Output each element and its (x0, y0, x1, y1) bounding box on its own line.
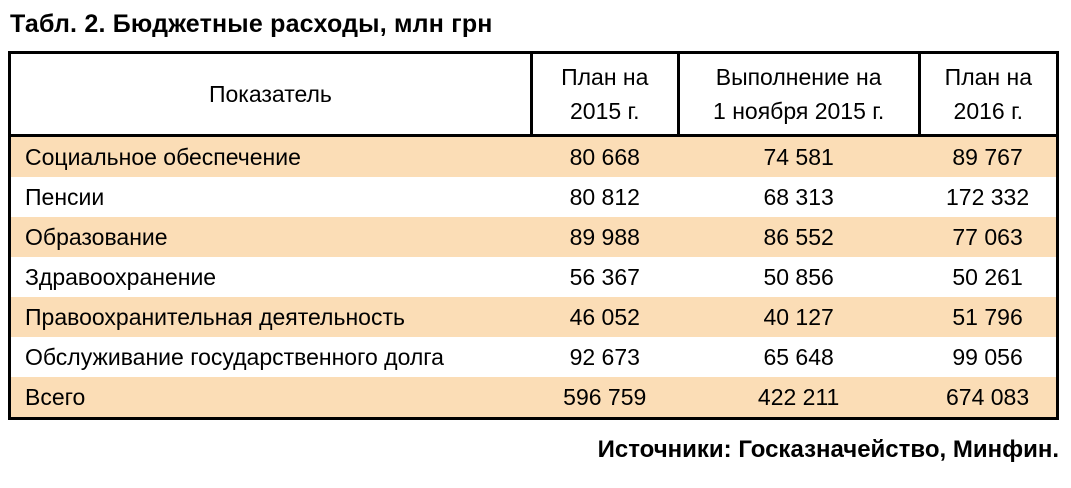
cell-execution: 422 211 (678, 377, 920, 419)
cell-indicator: Образование (9, 217, 532, 257)
column-header-label: 1 ноября 2015 г. (713, 98, 885, 124)
cell-indicator: Социальное обеспечение (9, 135, 532, 177)
cell-execution: 74 581 (678, 135, 920, 177)
cell-plan-2015: 92 673 (569, 343, 640, 370)
cell-plan-2016: 674 083 (919, 377, 1058, 419)
cell-execution: 68 313 (763, 183, 834, 210)
cell-plan-2015: 89 988 (531, 217, 679, 257)
table-row: Социальное обеспечение 80 668 74 581 89 … (9, 135, 1058, 177)
table-row-total: Всего 596 759 422 211 674 083 (9, 377, 1058, 419)
table-row: Здравоохранение 56 367 50 856 50 261 (10, 257, 1058, 297)
table-row: Образование 89 988 86 552 77 063 (9, 217, 1058, 257)
cell-plan-2016: 77 063 (919, 217, 1058, 257)
table-row: Правоохранительная деятельность 46 052 4… (9, 297, 1058, 337)
cell-execution: 40 127 (678, 297, 920, 337)
cell-plan-2015: 56 367 (569, 263, 640, 290)
cell-plan-2015: 46 052 (531, 297, 679, 337)
column-header-indicator: Показатель (9, 52, 532, 137)
cell-plan-2016: 51 796 (919, 297, 1058, 337)
budget-expenses-table: Показатель План на 2015 г. Выполнение на… (8, 51, 1059, 420)
cell-indicator: Правоохранительная деятельность (9, 297, 532, 337)
column-header-label: 2015 г. (569, 98, 640, 124)
cell-indicator: Пенсии (25, 183, 105, 210)
table-title: Табл. 2. Бюджетные расходы, млн грн (10, 10, 493, 38)
cell-plan-2016: 89 767 (919, 135, 1058, 177)
cell-plan-2016: 99 056 (952, 343, 1023, 370)
cell-plan-2015: 80 668 (531, 135, 679, 177)
column-header-execution: Выполнение на 1 ноября 2015 г. (676, 52, 920, 137)
table-row: Пенсии 80 812 68 313 172 332 (10, 177, 1058, 217)
cell-execution: 86 552 (678, 217, 920, 257)
column-header-label: 2016 г. (953, 98, 1024, 124)
sources-note: Источники: Госказначейство, Минфин. (597, 436, 1059, 463)
cell-execution: 50 856 (763, 263, 834, 290)
column-header-label: Выполнение на (715, 63, 882, 90)
column-header-label: Показатель (208, 80, 332, 107)
header-row: Показатель План на 2015 г. Выполнение на… (9, 52, 1058, 137)
cell-indicator: Обслуживание государственного долга (25, 343, 444, 370)
cell-plan-2016: 50 261 (952, 263, 1023, 290)
cell-indicator: Здравоохранение (25, 263, 217, 290)
cell-plan-2015: 596 759 (531, 377, 679, 419)
cell-plan-2016: 172 332 (946, 183, 1030, 210)
column-header-label: План на (944, 63, 1032, 90)
cell-indicator: Всего (9, 377, 532, 419)
cell-execution: 65 648 (763, 343, 834, 370)
table-row: Обслуживание государственного долга 92 6… (10, 337, 1058, 377)
cell-plan-2015: 80 812 (569, 183, 640, 210)
column-header-plan-2015: План на 2015 г. (529, 52, 679, 137)
column-header-label: План на (561, 63, 649, 90)
column-header-plan-2016: План на 2016 г. (917, 52, 1058, 137)
